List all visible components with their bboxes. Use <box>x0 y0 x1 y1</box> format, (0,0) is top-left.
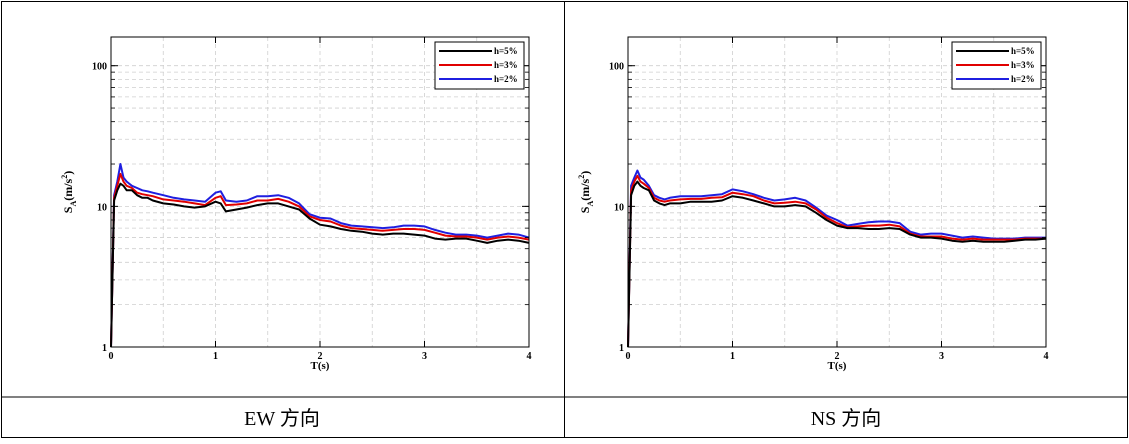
y-label-main: S <box>61 206 75 213</box>
x-tick-label: 4 <box>1044 351 1049 362</box>
y-tick-label: 100 <box>609 62 624 73</box>
x-tick-label: 4 <box>527 351 532 362</box>
x-tick-label: 3 <box>939 351 944 362</box>
y-tick-label: 100 <box>92 62 107 73</box>
y-axis-label: SA(m/s2) <box>60 171 78 213</box>
x-axis-label: T(s) <box>311 360 330 372</box>
series-line-h=2% <box>110 163 530 348</box>
panel-caption-ew: EW 方向 <box>244 407 320 430</box>
series-line-h=3% <box>110 172 530 348</box>
y-tick-label: 1 <box>102 343 107 354</box>
legend-label-h2: h=2% <box>494 74 518 84</box>
x-tick-label: 0 <box>626 351 631 362</box>
x-tick-label: 1 <box>730 351 735 362</box>
y-tick-label: 1 <box>619 343 624 354</box>
y-label-close: ) <box>61 171 75 175</box>
grid-lines <box>111 37 529 347</box>
x-tick-label: 3 <box>422 351 427 362</box>
legend-label-h3: h=3% <box>494 60 518 70</box>
series-lines <box>627 169 1047 348</box>
legend-label-h2: h=2% <box>1011 74 1035 84</box>
x-tick-label: 2 <box>318 351 323 362</box>
x-tick-label: 1 <box>213 351 218 362</box>
y-label-sup: 2 <box>60 175 69 179</box>
y-label-close: ) <box>578 171 592 175</box>
series-line-h=5% <box>110 182 530 348</box>
y-axis-label: SA(m/s2) <box>577 171 595 213</box>
x-tick-label: 2 <box>835 351 840 362</box>
axis-ticks <box>110 37 530 348</box>
y-label-main: S <box>578 206 592 213</box>
series-line-h=2% <box>627 169 1046 348</box>
panel-caption-ns: NS 方向 <box>811 407 882 430</box>
y-label-sub: A <box>586 201 595 207</box>
series-line-h=5% <box>627 180 1047 348</box>
legend: h=5% h=3% h=2% <box>434 41 525 90</box>
legend: h=5% h=3% h=2% <box>951 41 1042 90</box>
series-line-h=3% <box>627 174 1046 348</box>
y-label-sup: 2 <box>577 175 586 179</box>
y-label-unit: (m/s <box>61 178 75 200</box>
y-tick-label: 10 <box>97 202 107 213</box>
legend-label-h5: h=5% <box>494 46 518 56</box>
series-lines <box>110 163 530 348</box>
x-axis-label: T(s) <box>828 360 847 372</box>
y-tick-label: 10 <box>614 202 624 213</box>
y-label-sub: A <box>69 201 78 207</box>
x-tick-label: 0 <box>109 351 114 362</box>
y-label-unit: (m/s <box>578 178 592 200</box>
legend-label-h3: h=3% <box>1011 60 1035 70</box>
legend-label-h5: h=5% <box>1011 46 1035 56</box>
